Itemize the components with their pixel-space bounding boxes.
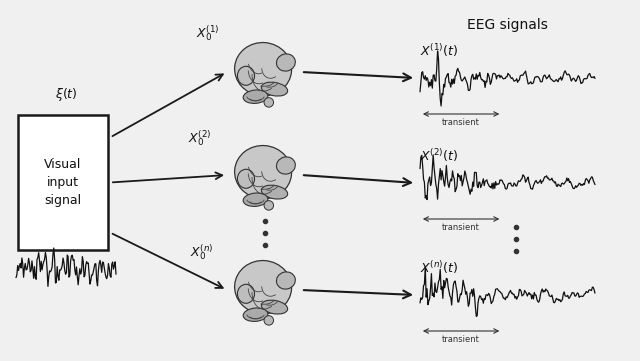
Ellipse shape <box>237 66 255 85</box>
Text: $X^{(2)}(t)$: $X^{(2)}(t)$ <box>420 147 458 164</box>
Ellipse shape <box>276 157 295 174</box>
Text: $X^{(n)}(t)$: $X^{(n)}(t)$ <box>420 259 458 276</box>
Ellipse shape <box>264 316 273 325</box>
Ellipse shape <box>276 272 295 289</box>
Ellipse shape <box>237 284 255 303</box>
Text: $X_0^{(2)}$: $X_0^{(2)}$ <box>188 129 212 148</box>
Ellipse shape <box>276 54 295 71</box>
Text: transient: transient <box>442 335 480 344</box>
Ellipse shape <box>264 97 273 107</box>
Text: Visual
input
signal: Visual input signal <box>44 158 82 207</box>
Text: EEG signals: EEG signals <box>467 18 548 32</box>
Ellipse shape <box>237 169 255 188</box>
Ellipse shape <box>243 193 268 206</box>
Text: transient: transient <box>442 223 480 232</box>
Ellipse shape <box>243 90 268 103</box>
Ellipse shape <box>243 308 268 321</box>
Ellipse shape <box>235 261 292 314</box>
Ellipse shape <box>235 43 292 96</box>
Text: $X_0^{(n)}$: $X_0^{(n)}$ <box>190 243 214 262</box>
Ellipse shape <box>264 201 273 210</box>
Ellipse shape <box>261 82 287 96</box>
FancyBboxPatch shape <box>18 115 108 250</box>
Text: $\xi(t)$: $\xi(t)$ <box>55 86 77 103</box>
Ellipse shape <box>235 145 292 199</box>
Text: $X_0^{(1)}$: $X_0^{(1)}$ <box>196 23 220 43</box>
Text: transient: transient <box>442 118 480 127</box>
Text: $X^{(1)}(t)$: $X^{(1)}(t)$ <box>420 42 458 59</box>
Ellipse shape <box>261 300 287 314</box>
Ellipse shape <box>261 185 287 199</box>
